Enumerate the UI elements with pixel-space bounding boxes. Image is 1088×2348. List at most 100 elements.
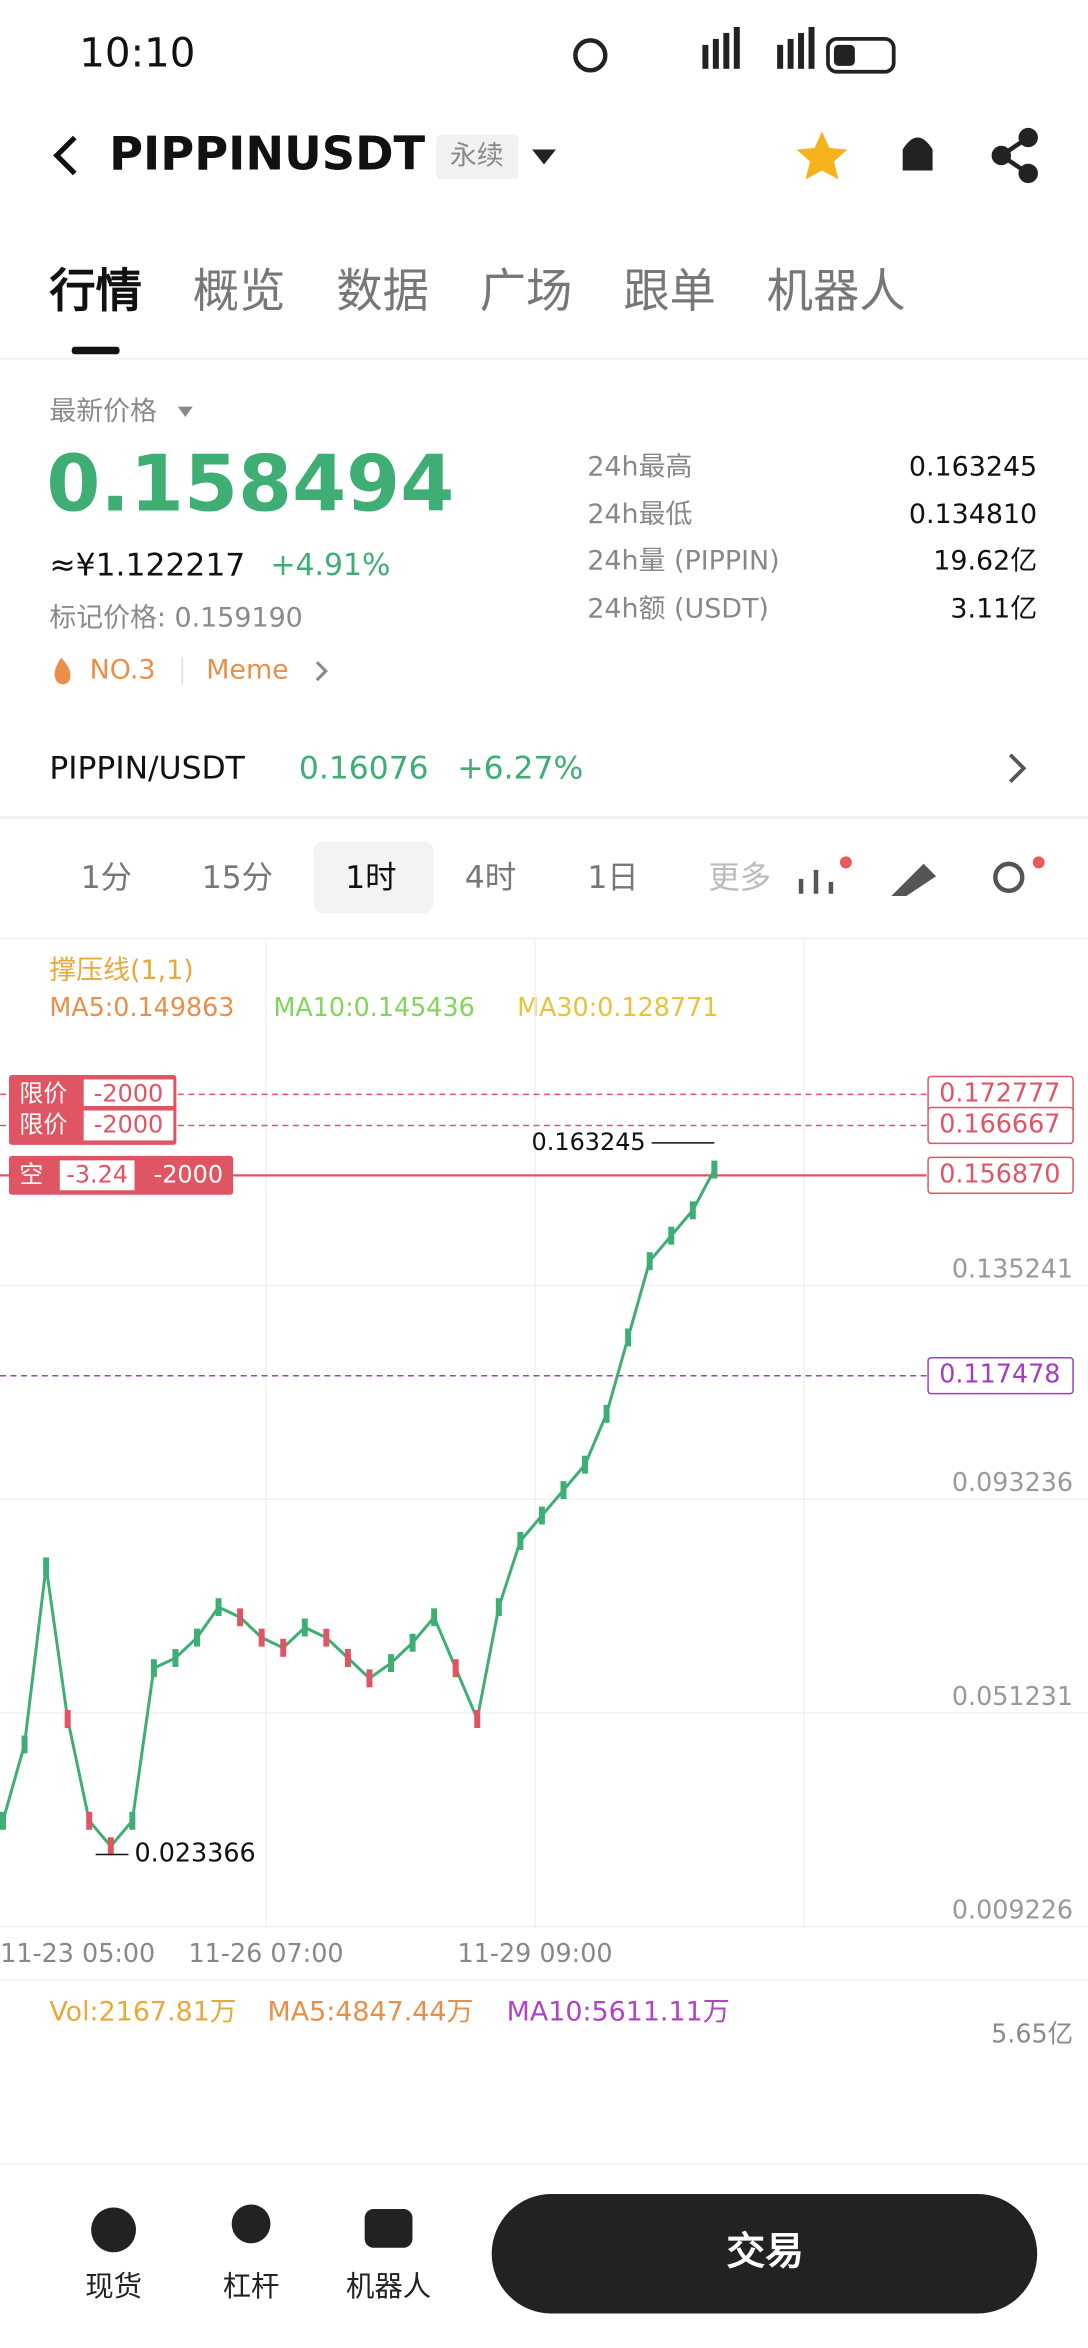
candle bbox=[215, 1598, 222, 1617]
candle bbox=[21, 1735, 28, 1754]
candle bbox=[194, 1628, 200, 1647]
candle bbox=[129, 1811, 136, 1830]
candle bbox=[603, 1404, 610, 1423]
candle bbox=[560, 1481, 567, 1500]
ma30: MA30:0.128771 bbox=[517, 992, 718, 1022]
candle bbox=[668, 1226, 675, 1245]
nav-label[interactable]: 现货 bbox=[85, 2270, 142, 2303]
level-box bbox=[927, 1357, 1074, 1395]
level-label: 0.156870 bbox=[939, 1158, 1060, 1188]
icon-margin[interactable] bbox=[231, 2204, 271, 2244]
y-tick-label: 0.051231 bbox=[952, 1681, 1073, 1711]
symbol: PIPPINUSDT bbox=[109, 126, 425, 180]
back[interactable] bbox=[53, 135, 77, 176]
cny-price: ≈¥1.122217 bbox=[49, 547, 245, 583]
icon-bot[interactable] bbox=[364, 2208, 413, 2248]
spot-change: +6.27% bbox=[457, 751, 583, 787]
tag-bg bbox=[436, 134, 519, 180]
interval[interactable]: 1分 bbox=[81, 860, 132, 896]
candle bbox=[86, 1811, 93, 1830]
interval[interactable]: 1时 bbox=[345, 860, 396, 896]
candle bbox=[258, 1628, 265, 1647]
candle bbox=[646, 1252, 653, 1271]
dropdown[interactable] bbox=[532, 149, 556, 165]
candle bbox=[711, 1160, 718, 1179]
vol: Vol:2167.81万 bbox=[49, 1997, 236, 2028]
ma5: MA5:0.149863 bbox=[49, 992, 234, 1022]
candle bbox=[538, 1506, 545, 1525]
y-tick-label: 0.009226 bbox=[952, 1895, 1073, 1925]
candle bbox=[689, 1201, 696, 1220]
tab[interactable]: 概览 bbox=[193, 264, 286, 318]
ma10: MA10:0.145436 bbox=[273, 992, 474, 1022]
order-side: 限价 bbox=[19, 1110, 67, 1138]
change: +4.91% bbox=[271, 548, 391, 583]
stat-label: 24h额 (USDT) bbox=[587, 593, 769, 624]
grid-v bbox=[265, 941, 805, 1928]
trade-button[interactable] bbox=[491, 2194, 1038, 2314]
candle bbox=[366, 1669, 373, 1688]
alert[interactable] bbox=[902, 137, 933, 171]
favorite[interactable] bbox=[796, 131, 848, 180]
stat-value: 0.163245 bbox=[909, 451, 1037, 482]
order-qty-bg bbox=[83, 1110, 174, 1141]
order-qty: -2000 bbox=[94, 1110, 163, 1138]
x-tick-label: 11-26 07:00 bbox=[189, 1938, 344, 1968]
chart-tools[interactable] bbox=[798, 856, 1045, 897]
icon-spot[interactable] bbox=[91, 2207, 136, 2253]
chevron[interactable] bbox=[1008, 753, 1027, 784]
x-tick-label: 11-29 09:00 bbox=[458, 1938, 613, 1968]
trade-label: 交易 bbox=[726, 2229, 804, 2274]
interval[interactable]: 4时 bbox=[465, 860, 516, 896]
order-pnl: -3.24 bbox=[66, 1160, 128, 1188]
order-pnl-bg bbox=[59, 1160, 135, 1191]
nav-label[interactable]: 杠杆 bbox=[223, 2270, 280, 2303]
order-qty: -2000 bbox=[94, 1079, 163, 1107]
tab[interactable]: 机器人 bbox=[767, 264, 906, 318]
stat-value: 19.62亿 bbox=[933, 546, 1037, 577]
candle bbox=[172, 1649, 179, 1667]
price-line bbox=[1, 1168, 716, 1849]
candle bbox=[495, 1598, 502, 1617]
sector[interactable]: Meme bbox=[206, 655, 288, 686]
order-side: 空 bbox=[19, 1160, 43, 1188]
candle bbox=[0, 1811, 6, 1830]
interval[interactable]: 1日 bbox=[587, 860, 638, 896]
candle bbox=[431, 1608, 438, 1627]
candle bbox=[237, 1608, 244, 1627]
nav-label[interactable]: 机器人 bbox=[346, 2270, 431, 2303]
last-price: 0.158494 bbox=[46, 439, 454, 529]
candle bbox=[388, 1654, 395, 1673]
low-label: 0.023366 bbox=[135, 1838, 256, 1868]
status-icons bbox=[573, 26, 896, 74]
status-time: 10:10 bbox=[79, 29, 195, 76]
x-tick-label: 11-23 05:00 bbox=[0, 1938, 155, 1968]
share[interactable] bbox=[991, 127, 1038, 184]
chevron bbox=[315, 661, 328, 682]
vol-ma10: MA10:5611.11万 bbox=[507, 1997, 730, 2028]
candle bbox=[409, 1633, 416, 1652]
spot-pair[interactable]: PIPPIN/USDT bbox=[49, 751, 245, 787]
level-label: 0.117478 bbox=[939, 1359, 1060, 1389]
tab[interactable]: 行情 bbox=[49, 264, 142, 318]
candle bbox=[344, 1649, 351, 1667]
interval[interactable]: 更多 bbox=[708, 860, 771, 896]
vol-ma5: MA5:4847.44万 bbox=[268, 1997, 474, 2028]
tab[interactable]: 跟单 bbox=[623, 264, 716, 318]
mark-price: 标记价格: 0.159190 bbox=[49, 602, 302, 633]
spot-price: 0.16076 bbox=[299, 751, 429, 787]
candle bbox=[64, 1710, 71, 1729]
interval[interactable]: 15分 bbox=[202, 860, 273, 896]
rank: NO.3 bbox=[90, 655, 156, 686]
vol-tick: 5.65亿 bbox=[991, 2019, 1073, 2049]
level-box bbox=[927, 1106, 1074, 1145]
candle bbox=[474, 1710, 481, 1729]
tab[interactable]: 数据 bbox=[336, 264, 429, 318]
candle bbox=[582, 1455, 589, 1474]
stat-label: 24h最低 bbox=[587, 499, 692, 530]
indicator: 撑压线(1,1) bbox=[49, 955, 193, 986]
caret bbox=[177, 406, 193, 418]
level-box bbox=[927, 1156, 1074, 1195]
tab[interactable]: 广场 bbox=[480, 264, 573, 318]
